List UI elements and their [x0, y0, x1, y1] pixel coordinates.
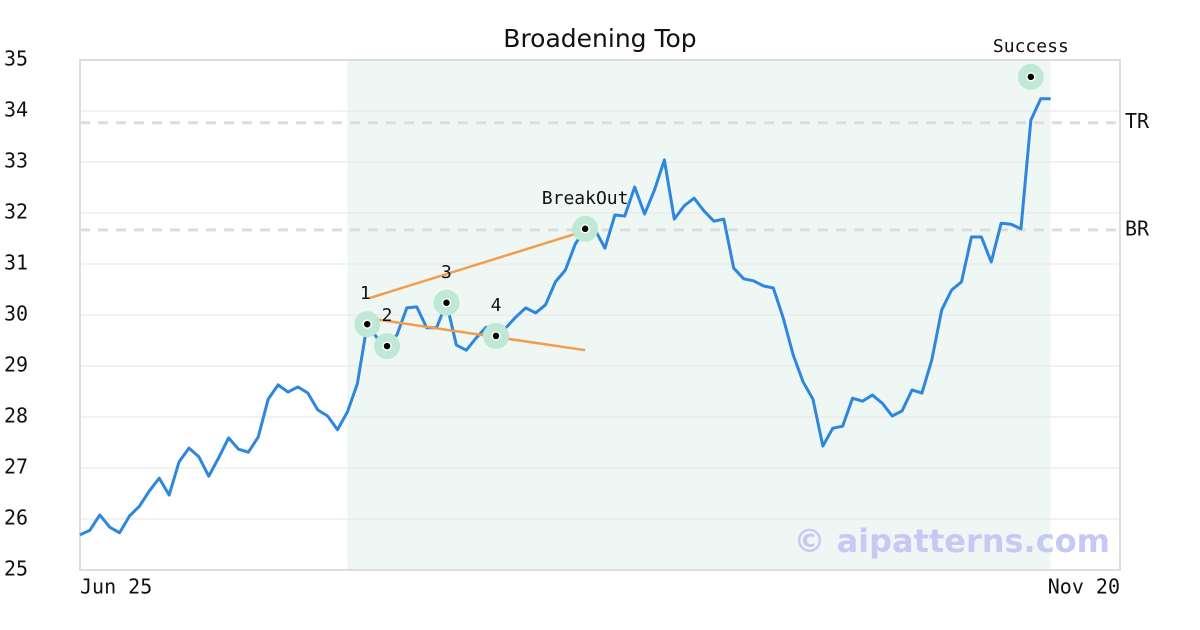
y-tick-label: 26	[4, 506, 28, 530]
point-marker	[491, 331, 501, 341]
point-marker	[1026, 72, 1036, 82]
y-tick-label: 29	[4, 353, 28, 377]
x-tick-label: Nov 20	[1048, 575, 1120, 599]
point-label: BreakOut	[542, 188, 629, 209]
y-tick-label: 34	[4, 98, 28, 122]
y-tick-label: 35	[4, 47, 28, 71]
plot-frame	[79, 59, 1121, 571]
price-line	[79, 97, 1051, 537]
watermark: © aipatterns.com	[793, 522, 1110, 560]
point-label: 3	[441, 262, 452, 283]
x-tick-label: Jun 25	[80, 575, 152, 599]
y-tick-label: 25	[4, 557, 28, 581]
point-label: Success	[993, 36, 1069, 57]
point-marker	[441, 298, 452, 308]
y-tick-label: 32	[4, 200, 28, 224]
point-label: 1	[360, 283, 371, 304]
point-label: 4	[491, 295, 502, 316]
level-label: BR	[1125, 216, 1150, 240]
y-tick-label: 27	[4, 455, 28, 479]
point-marker	[362, 319, 372, 329]
point-marker	[580, 224, 590, 234]
chart-title: Broadening Top	[503, 24, 696, 53]
y-tick-label: 30	[4, 302, 28, 326]
y-tick-label: 28	[4, 404, 28, 428]
point-label: 2	[382, 305, 393, 326]
trend-line	[367, 316, 586, 352]
y-tick-label: 31	[4, 251, 28, 275]
y-tick-label: 33	[4, 149, 28, 173]
level-label: TR	[1125, 109, 1150, 133]
point-marker	[382, 341, 392, 351]
trend-line	[368, 229, 586, 300]
